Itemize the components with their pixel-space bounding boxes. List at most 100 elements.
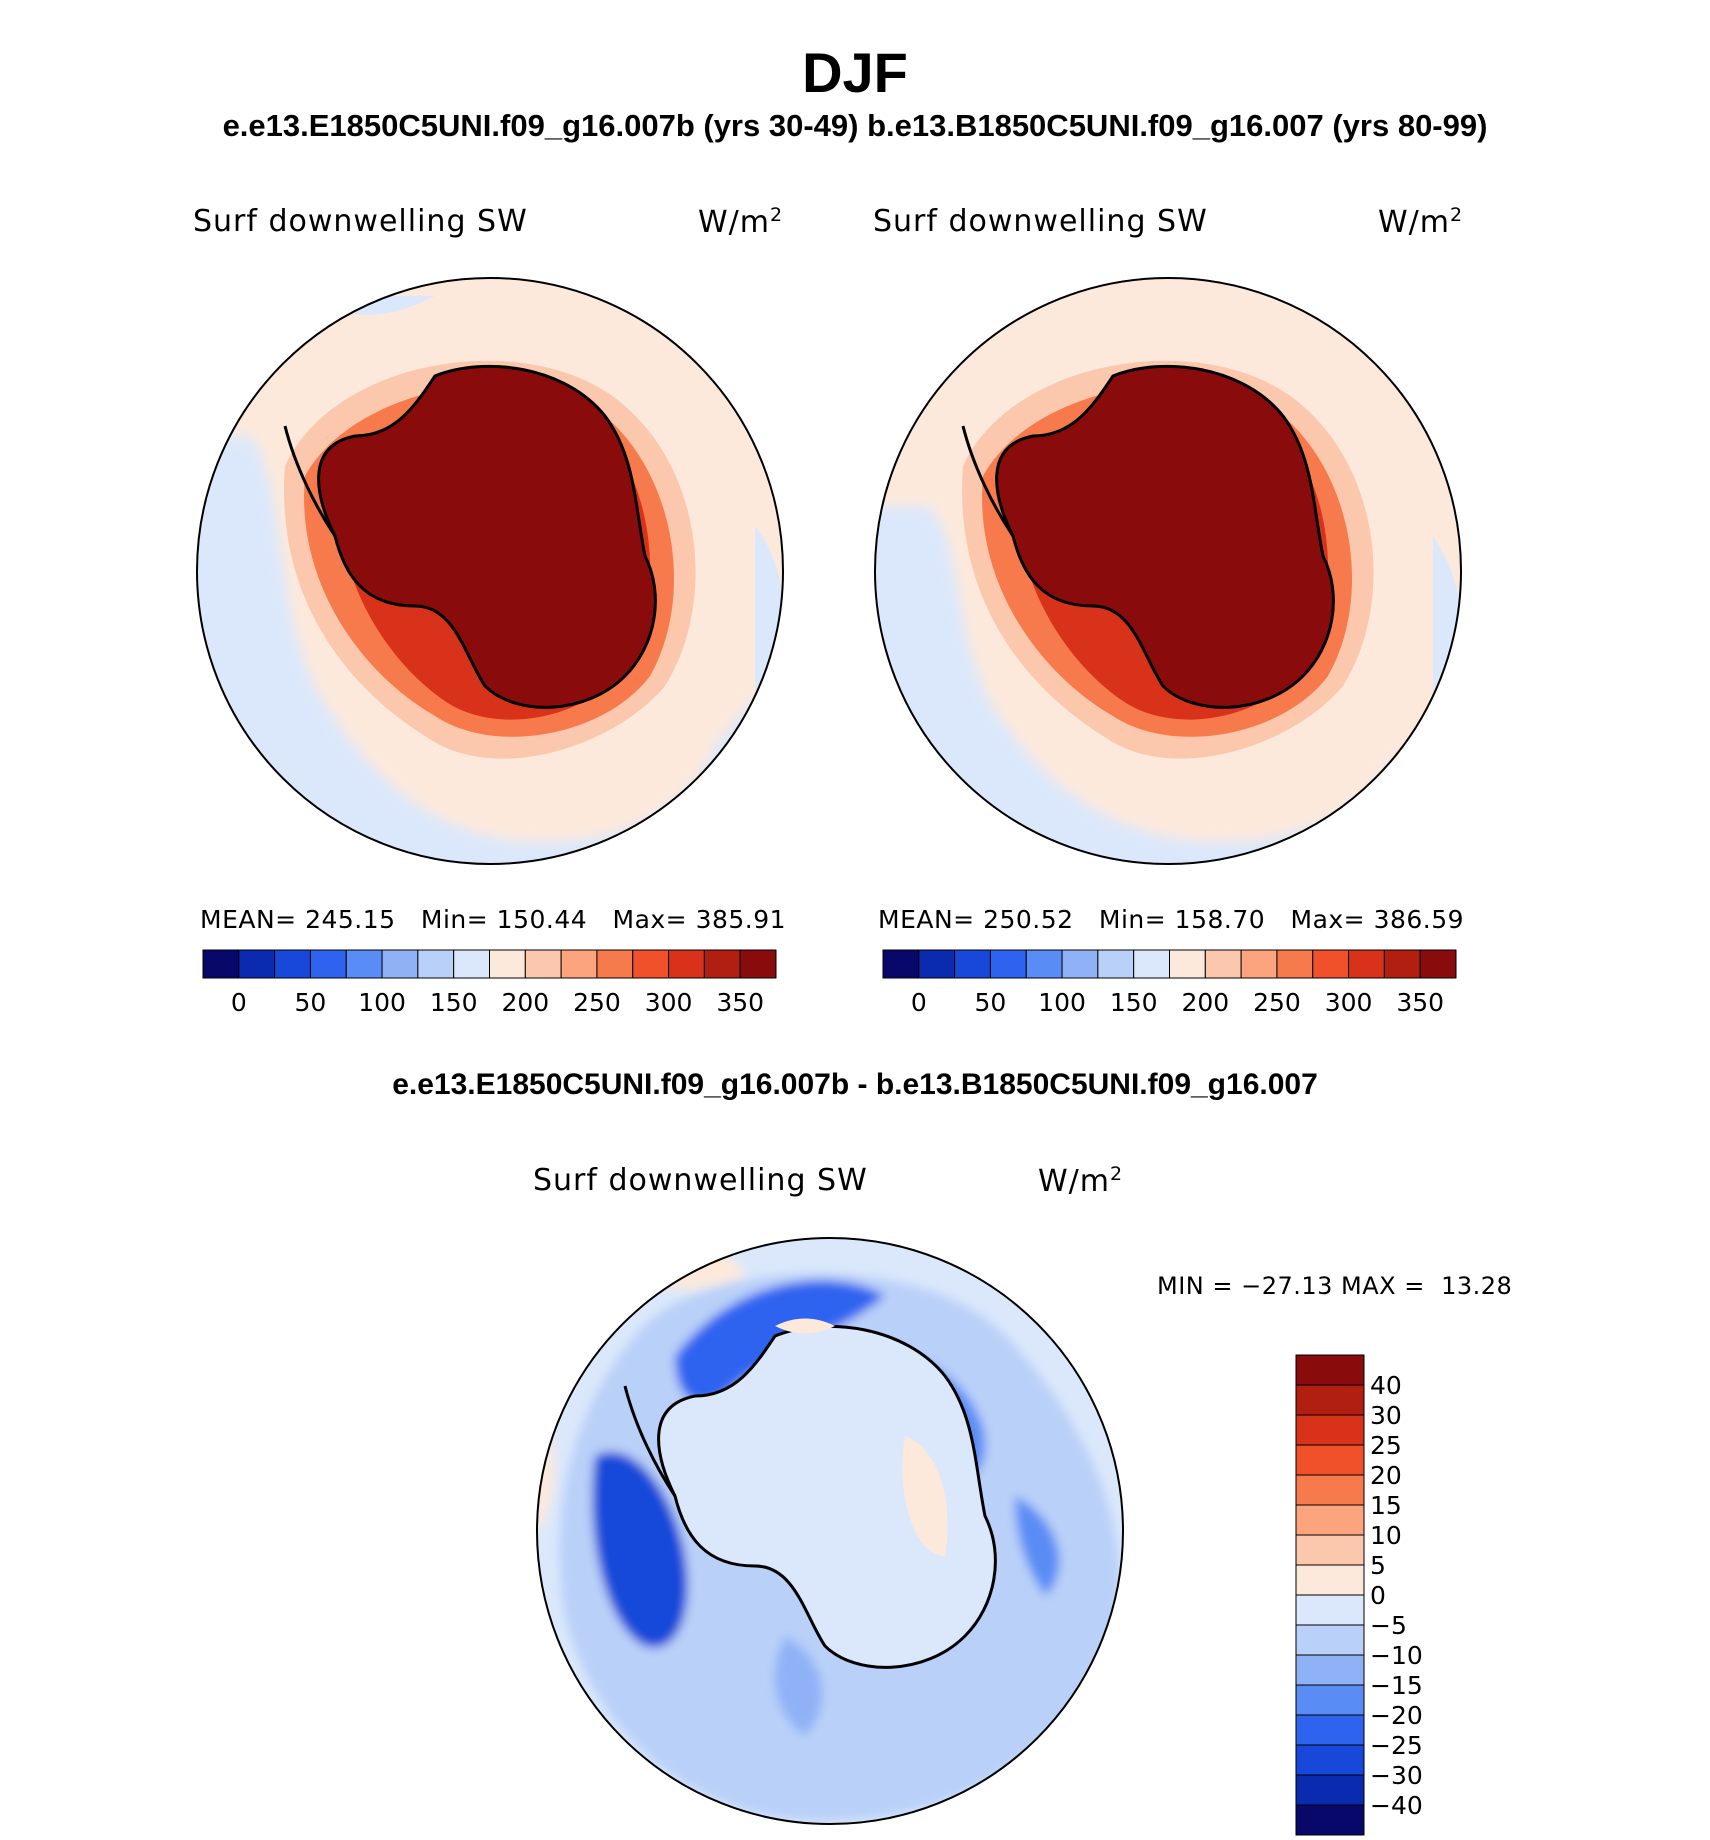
colorbar-swatch: [238, 949, 276, 979]
colorbar-tick-label: 100: [1038, 988, 1086, 1017]
figure-title: DJF: [802, 41, 908, 104]
colorbar-tick-label: 250: [1253, 988, 1301, 1017]
colorbar-swatch: [1295, 1654, 1365, 1686]
colorbar-tick-label: 20: [1370, 1461, 1402, 1490]
map-border: [536, 1237, 1124, 1825]
colorbar-swatch: [1133, 949, 1170, 979]
low-sw-band: [875, 506, 1461, 864]
panel1-stats: MEAN= 245.15 Min= 150.44 Max= 385.91: [200, 905, 787, 934]
colorbar-swatch: [1276, 949, 1314, 979]
colorbar-tick-label: 40: [1370, 1371, 1402, 1400]
colorbar-swatch: [1295, 1684, 1365, 1716]
colorbar-tick-label: 200: [1181, 988, 1230, 1017]
colorbar-tick-label: 50: [294, 988, 327, 1017]
colorbar-tick-label: 150: [429, 988, 478, 1017]
colorbar-tick-label: 150: [1109, 988, 1158, 1017]
colorbar-swatch: [954, 949, 991, 979]
colorbar-swatch: [1061, 949, 1099, 979]
colorbar-swatch: [1169, 949, 1206, 979]
diff-minmax: MIN = −27.13 MAX = 13.28: [1157, 1272, 1513, 1300]
colorbar-swatch: [1295, 1714, 1365, 1746]
colorbar-tick-label: 100: [358, 988, 406, 1017]
colorbar-swatch: [1295, 1414, 1365, 1446]
colorbar-swatch: [668, 949, 705, 979]
colorbar-swatch: [1295, 1474, 1365, 1506]
colorbar-tick-label: −5: [1370, 1611, 1407, 1640]
colorbar-swatch: [345, 949, 383, 979]
antarctica-fill: [657, 1324, 997, 1669]
panel2-stats: MEAN= 250.52 Min= 158.70 Max= 386.59: [878, 905, 1465, 934]
colorbar-tick-label: 350: [1396, 988, 1445, 1017]
figure-subtitle: e.e13.E1850C5UNI.f09_g16.007b (yrs 30-49…: [222, 108, 1488, 143]
colorbar-tick-label: −40: [1370, 1791, 1423, 1820]
colorbar-swatch: [1295, 1624, 1365, 1656]
colorbar-1-ticks: 0 50 100 150 200 250 300 350: [203, 988, 776, 1018]
colorbar-swatch: [274, 949, 311, 979]
colorbar-tick-label: 0: [910, 988, 927, 1017]
colorbar-swatch: [1295, 1804, 1365, 1836]
panel2-unit-label: W/m2: [1378, 204, 1464, 240]
panel1-variable-label: Surf downwelling SW: [193, 204, 528, 239]
colorbar-tick-label: 350: [716, 988, 765, 1017]
colorbar-swatch: [1295, 1774, 1365, 1806]
map-border: [874, 277, 1462, 865]
colorbar-tick-label: −10: [1370, 1641, 1423, 1670]
colorbar-tick-label: 300: [1324, 988, 1373, 1017]
colorbar-swatch: [524, 949, 562, 979]
colorbar-tick-label: 25: [1370, 1431, 1402, 1460]
antarctica-fill: [995, 364, 1335, 709]
antarctica-fill: [317, 364, 657, 709]
colorbar-tick-label: 0: [230, 988, 247, 1017]
colorbar-tick-label: −20: [1370, 1701, 1423, 1730]
colorbar-swatch: [1295, 1354, 1365, 1386]
colorbar-tick-label: 200: [501, 988, 550, 1017]
colorbar-swatch: [989, 949, 1027, 979]
colorbar-swatch: [1295, 1564, 1365, 1596]
difference-title: e.e13.E1850C5UNI.f09_g16.007b - b.e13.B1…: [392, 1068, 1318, 1101]
colorbar-swatch: [489, 949, 526, 979]
colorbar-swatch: [1240, 949, 1278, 979]
panel1-unit-label: W/m2: [698, 204, 784, 240]
colorbar-tick-label: 250: [573, 988, 621, 1017]
colorbar-swatch: [1097, 949, 1135, 979]
difference-map: [536, 1237, 1124, 1825]
colorbar-swatch: [1312, 949, 1350, 979]
colorbar-swatch: [202, 949, 240, 979]
colorbar-swatch: [1348, 949, 1385, 979]
diff-unit-label: W/m2: [1038, 1163, 1124, 1199]
colorbar-tick-label: 0: [1370, 1581, 1386, 1610]
colorbar-swatch: [417, 949, 455, 979]
colorbar-tick-label: 50: [974, 988, 1007, 1017]
colorbar-swatch: [1295, 1384, 1365, 1416]
colorbar-swatch: [1204, 949, 1242, 979]
colorbar-swatch: [560, 949, 598, 979]
map-panel-2: [874, 277, 1462, 865]
colorbar-1: [202, 949, 777, 979]
colorbar-swatch: [882, 949, 920, 979]
diff-variable-label: Surf downwelling SW: [533, 1163, 868, 1198]
colorbar-tick-label: −25: [1370, 1731, 1423, 1760]
map-panel-1: [196, 277, 784, 865]
colorbar-swatch: [1295, 1534, 1365, 1566]
colorbar-swatch: [381, 949, 419, 979]
colorbar-swatch: [918, 949, 956, 979]
colorbar-swatch: [1419, 949, 1457, 979]
colorbar-swatch: [739, 949, 777, 979]
colorbar-swatch: [596, 949, 634, 979]
colorbar-2-ticks: 0 50 100 150 200 250 300 350: [883, 988, 1456, 1018]
colorbar-swatch: [1383, 949, 1421, 979]
panel2-variable-label: Surf downwelling SW: [873, 204, 1208, 239]
colorbar-swatch: [632, 949, 670, 979]
colorbar-tick-label: −15: [1370, 1671, 1423, 1700]
colorbar-tick-label: 300: [644, 988, 693, 1017]
colorbar-swatch: [1295, 1444, 1365, 1476]
colorbar-tick-label: 10: [1370, 1521, 1402, 1550]
colorbar-2: [882, 949, 1457, 979]
colorbar-swatch: [1295, 1744, 1365, 1776]
colorbar-tick-label: 5: [1370, 1551, 1386, 1580]
colorbar-swatch: [1025, 949, 1063, 979]
colorbar-swatch: [703, 949, 741, 979]
colorbar-swatch: [1295, 1594, 1365, 1626]
low-sw-band: [197, 436, 783, 864]
